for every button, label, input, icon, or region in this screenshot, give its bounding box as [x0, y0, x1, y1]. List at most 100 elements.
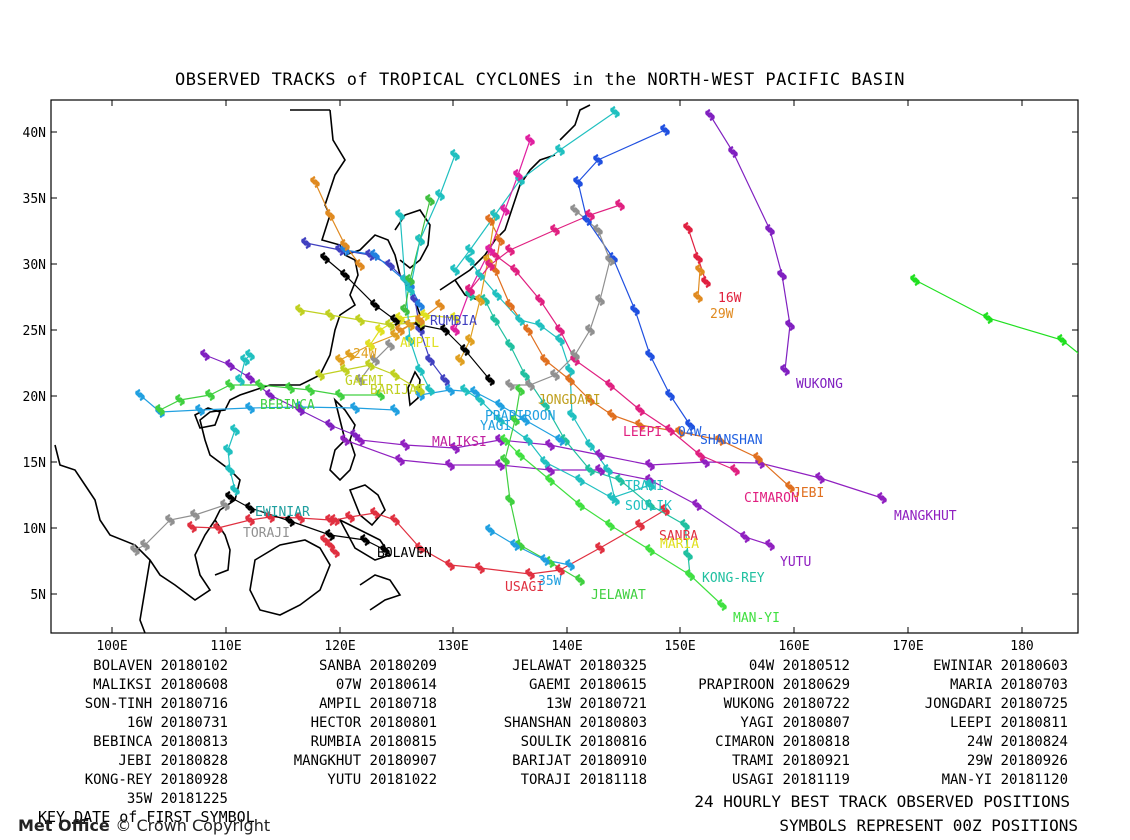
cyclone-position-symbol: [540, 353, 550, 367]
cyclone-position-symbol: [555, 433, 565, 447]
cyclone-track: [489, 529, 571, 566]
cyclone-position-symbol: [355, 258, 365, 272]
cyclone-position-symbol: [585, 463, 595, 477]
cyclone-position-symbol: [525, 567, 535, 581]
cyclone-position-symbol: [340, 363, 350, 377]
storm-label: KONG-REY: [702, 571, 765, 586]
storm-label: SOULIK: [625, 499, 672, 514]
cyclone-position-symbol: [660, 503, 670, 517]
legend-entry: JELAWAT 20180325: [512, 658, 647, 674]
cyclone-track: [334, 509, 666, 575]
cyclone-position-symbol: [535, 293, 545, 307]
cyclone-position-symbol: [485, 243, 495, 257]
legend-entry: KONG-REY 20180928: [84, 772, 228, 788]
cyclone-position-symbol: [245, 401, 255, 415]
cyclone-position-symbol: [515, 383, 525, 397]
cyclone-position-symbol: [325, 528, 335, 542]
cyclone-position-symbol: [523, 323, 533, 337]
cyclone-position-symbol: [593, 153, 603, 167]
cyclone-position-symbol: [245, 371, 255, 385]
cyclone-position-symbol: [385, 258, 395, 272]
cyclone-position-symbol: [635, 518, 645, 532]
lat-tick-label: 25N: [23, 324, 46, 339]
axis-tick-labels: 100E 110E 120E 130E 140E 150E 160E 170E 180 40N 35…: [23, 126, 1034, 654]
legend-entry: MALIKSI 20180608: [93, 677, 228, 693]
cyclone-position-symbol: [665, 423, 675, 437]
storm-label: MARIA: [660, 537, 699, 552]
storm-label: USAGI: [505, 580, 544, 595]
cyclone-position-symbol: [505, 243, 515, 257]
legend-entry: MAN-YI 20181120: [941, 772, 1068, 788]
cyclone-position-symbol: [390, 403, 400, 417]
cyclone-position-symbol: [390, 328, 400, 342]
cyclone-position-symbol: [585, 323, 595, 337]
cyclone-track: [454, 139, 531, 331]
cyclone-position-symbol: [693, 290, 703, 304]
lon-tick-label: 120E: [324, 639, 355, 654]
cyclone-position-symbol: [728, 145, 738, 159]
cyclone-position-symbol: [555, 333, 565, 347]
lat-tick-label: 40N: [23, 126, 46, 141]
cyclone-position-symbol: [645, 543, 655, 557]
map-title: OBSERVED TRACKS of TROPICAL CYCLONES in …: [175, 70, 905, 90]
cyclone-position-symbol: [510, 263, 520, 277]
cyclone-position-symbol: [701, 275, 711, 289]
cyclone-position-symbol: [415, 541, 425, 555]
cyclone-position-symbol: [385, 318, 395, 332]
cyclone-track: [914, 279, 1078, 354]
lat-tick-label: 5N: [30, 588, 46, 603]
cyclone-position-symbol: [340, 433, 350, 447]
cyclone-position-symbol: [595, 463, 605, 477]
cyclone-position-symbol: [715, 433, 725, 447]
lat-tick-label: 15N: [23, 456, 46, 471]
cyclone-position-symbol: [455, 353, 465, 367]
cyclone-position-symbol: [765, 223, 775, 237]
lon-tick-label: 110E: [210, 639, 241, 654]
cyclone-position-symbol: [460, 383, 470, 397]
legend-entry: RUMBIA 20180815: [310, 734, 437, 750]
storm-label: AMPIL: [400, 336, 439, 351]
cyclone-position-symbol: [540, 553, 550, 567]
cyclone-position-symbol: [245, 348, 255, 362]
cyclone-position-symbol: [355, 313, 365, 327]
cyclone-position-symbol: [595, 448, 605, 462]
cyclone-position-symbol: [415, 298, 425, 312]
cyclone-position-symbol: [450, 323, 460, 337]
cyclone-position-symbol: [335, 353, 345, 367]
legend-entry: PRAPIROON 20180629: [698, 677, 850, 693]
cyclone-position-symbol: [550, 368, 560, 382]
cyclone-position-symbol: [505, 378, 515, 392]
cyclone-position-symbol: [450, 148, 460, 162]
legend-entry: LEEPI 20180811: [949, 715, 1068, 731]
legend-entry: WUKONG 20180722: [723, 696, 850, 712]
cyclone-position-symbol: [295, 511, 305, 525]
cyclone-position-symbol: [380, 543, 390, 557]
cyclone-position-symbol: [225, 378, 235, 392]
storm-label: GAEMI: [345, 374, 384, 389]
cyclone-position-symbol: [520, 368, 530, 382]
cyclone-position-symbol: [490, 313, 500, 327]
lon-tick-label: 180: [1010, 639, 1033, 654]
cyclone-position-symbol: [500, 453, 510, 467]
cyclone-position-symbol: [615, 198, 625, 212]
cyclone-position-symbol: [505, 338, 515, 352]
cyclone-position-symbol: [395, 311, 405, 325]
footer-positions-note: 24 HOURLY BEST TRACK OBSERVED POSITIONS: [694, 792, 1070, 811]
lat-tick-label: 30N: [23, 258, 46, 273]
storm-label: SANBA: [659, 529, 698, 544]
cyclone-position-symbol: [605, 378, 615, 392]
lat-tick-label: 20N: [23, 390, 46, 405]
cyclone-track: [494, 254, 736, 471]
lon-tick-label: 130E: [437, 639, 468, 654]
cyclone-position-symbol: [555, 323, 565, 337]
cyclone-position-symbol: [695, 448, 705, 462]
cyclone-position-symbol: [325, 418, 335, 432]
cyclone-position-symbol: [415, 363, 425, 377]
cyclone-position-symbol: [660, 123, 670, 137]
cyclone-position-symbol: [610, 105, 620, 119]
cyclone-position-symbol: [540, 398, 550, 412]
cyclone-position-symbol: [505, 298, 515, 312]
legend-entry: CIMARON 20180818: [715, 734, 850, 750]
cyclone-position-symbol: [295, 303, 305, 317]
